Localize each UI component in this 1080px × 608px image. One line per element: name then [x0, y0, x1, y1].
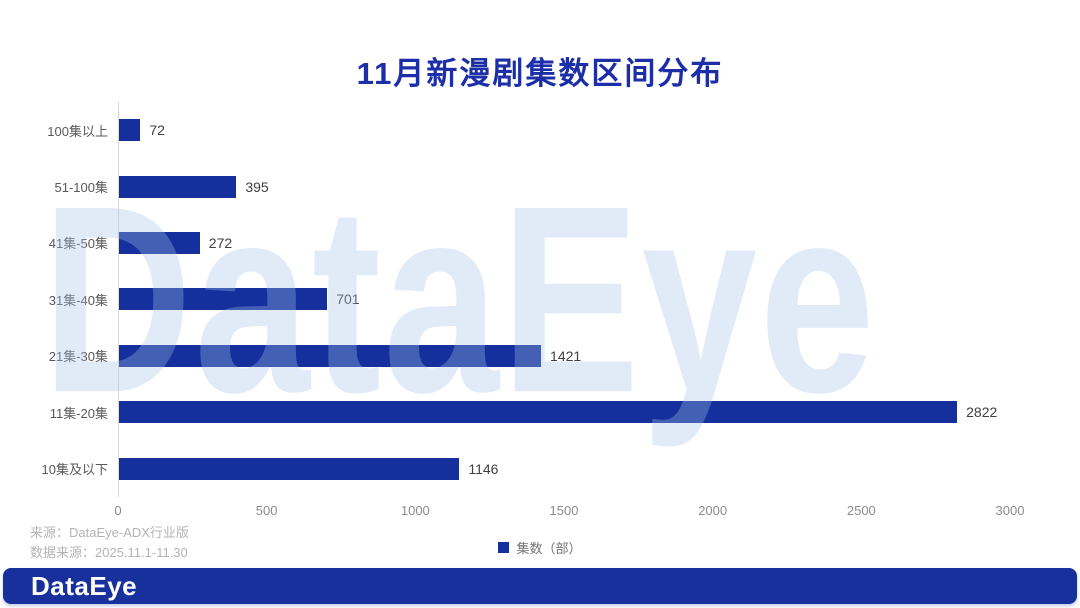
x-axis-ticks: 0 500 1000 1500 2000 2500 3000 — [114, 503, 1024, 521]
x-tick-label: 1500 — [549, 503, 579, 518]
bar-track: 2822 — [118, 383, 1010, 441]
bar — [119, 457, 460, 480]
x-tick-label: 2500 — [846, 503, 876, 518]
bar-track: 395 — [118, 158, 1010, 215]
bar — [119, 175, 237, 198]
value-label: 272 — [208, 234, 233, 251]
bar-row: 31集-40集 701 — [0, 271, 1010, 328]
category-label: 41集-50集 — [48, 236, 108, 252]
legend: 集数（部） — [0, 538, 1080, 558]
bar-track: 1146 — [118, 440, 1010, 497]
value-label: 2822 — [966, 404, 998, 421]
bar-track: 1421 — [118, 327, 1010, 384]
bar — [119, 288, 328, 311]
bar-track: 272 — [118, 214, 1010, 272]
x-tick-label: 1000 — [400, 503, 430, 518]
x-tick-label: 3000 — [995, 503, 1025, 518]
category-label: 11集-20集 — [49, 405, 108, 421]
bar — [119, 401, 958, 424]
bar-row: 10集及以下 1146 — [0, 440, 1010, 497]
bar-row: 51-100集 395 — [0, 158, 1010, 215]
category-label: 51-100集 — [54, 180, 108, 196]
value-label: 701 — [336, 291, 360, 308]
chart-title: 11月新漫剧集数区间分布 — [356, 56, 724, 91]
legend-swatch-icon — [498, 542, 510, 553]
value-label: 1421 — [550, 347, 582, 364]
bar-row: 41集-50集 272 — [0, 214, 1010, 272]
bar — [119, 344, 542, 367]
value-label: 72 — [149, 122, 165, 139]
bar-track: 72 — [118, 102, 1010, 159]
value-label: 1146 — [468, 460, 499, 477]
source-line-2: 数据来源：2025.11.1-11.30 — [30, 545, 188, 560]
x-tick-label: 500 — [255, 503, 278, 518]
x-tick-label: 2000 — [698, 503, 728, 518]
bar — [119, 231, 200, 254]
x-tick-label: 0 — [114, 503, 122, 518]
category-label: 31集-40集 — [48, 292, 108, 308]
bar-track: 701 — [118, 271, 1010, 328]
source-line-1: 来源：DataEye-ADX行业版 — [30, 525, 189, 540]
source-block: 来源：DataEye-ADX行业版 数据来源：2025.11.1-11.30 — [30, 523, 189, 563]
category-label: 100集以上 — [47, 123, 108, 139]
bar — [119, 119, 141, 142]
plot-rows: 100集以上 72 51-100集 395 41集-50集 272 31集-40… — [0, 102, 1010, 497]
bar-row: 11集-20集 2822 — [0, 383, 1010, 441]
dataeye-logo: DataEye — [31, 570, 138, 601]
category-label: 21集-30集 — [48, 349, 108, 365]
bar-row: 100集以上 72 — [0, 102, 1010, 159]
bar-chart: 100集以上 72 51-100集 395 41集-50集 272 31集-40… — [0, 102, 1010, 497]
legend-label: 集数（部） — [516, 541, 582, 556]
category-label: 10集及以下 — [41, 462, 108, 478]
value-label: 395 — [245, 178, 269, 195]
bar-row: 21集-30集 1421 — [0, 327, 1010, 384]
bottom-banner: DataEye — [3, 568, 1077, 604]
